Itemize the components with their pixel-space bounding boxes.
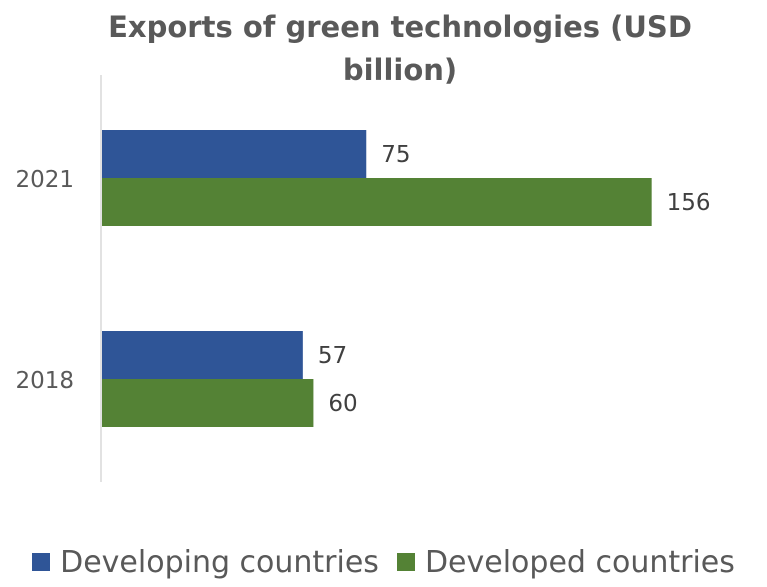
legend-item-developing: Developing countries [32, 545, 379, 580]
data-label-developing-2018: 57 [318, 343, 347, 369]
legend-label-developing: Developing countries [60, 544, 379, 580]
category-label-2021: 2021 [15, 167, 74, 193]
legend-swatch-developing [32, 553, 51, 571]
legend-swatch-developed [396, 553, 415, 571]
legend-item-developed: Developed countries [396, 544, 735, 580]
data-label-developed-2018: 60 [328, 391, 357, 417]
chart-title: Exports of green technologies (USD billi… [108, 10, 692, 87]
bar-developing-2021 [102, 130, 367, 178]
data-label-developed-2021: 156 [667, 190, 711, 216]
bar-developed-2021 [102, 178, 652, 226]
category-label-2018: 2018 [15, 368, 74, 394]
bar-developing-2018 [102, 331, 303, 379]
data-label-developing-2021: 75 [381, 142, 410, 168]
bar-developed-2018 [102, 379, 314, 427]
legend-label-developed: Developed countries [424, 544, 735, 580]
bar-plot: 2021 75 156 2018 57 60 [15, 75, 711, 482]
legend: Developing countries Developed countries [0, 540, 767, 584]
